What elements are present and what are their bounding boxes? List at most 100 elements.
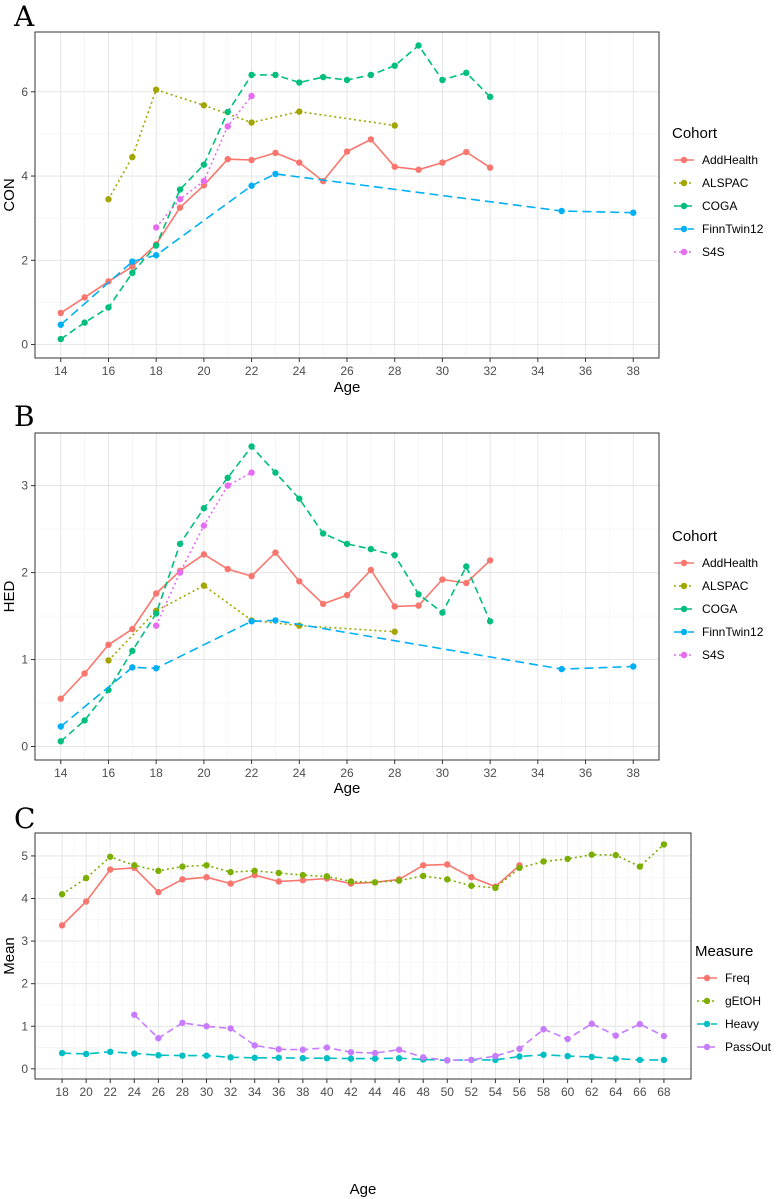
series-passout: [131, 1011, 668, 1064]
x-tick-label: 30: [436, 364, 450, 378]
series-group: [57, 42, 637, 343]
x-tick-label: 50: [441, 1085, 455, 1099]
data-point: [105, 304, 112, 311]
x-tick-label: 22: [245, 364, 259, 378]
data-point: [179, 1052, 186, 1059]
data-point: [81, 670, 88, 677]
data-point: [486, 93, 494, 101]
data-point: [299, 1046, 307, 1053]
data-point: [558, 207, 565, 215]
data-point: [391, 122, 398, 129]
data-point: [296, 159, 303, 166]
legend-title: Measure: [695, 943, 753, 960]
data-point: [200, 505, 208, 512]
x-tick-label: 24: [293, 364, 307, 378]
data-point: [299, 1054, 307, 1062]
data-point: [155, 867, 162, 875]
x-tick-label: 14: [54, 766, 68, 780]
data-point: [152, 242, 160, 249]
data-point: [371, 1055, 379, 1062]
data-point: [200, 177, 208, 185]
data-point: [152, 665, 160, 672]
x-tick-label: 32: [224, 1085, 238, 1099]
data-point: [105, 196, 112, 203]
data-point: [176, 186, 184, 193]
data-point: [323, 1044, 331, 1051]
data-point: [152, 590, 160, 597]
legend-item-s4s: S4S: [674, 648, 725, 662]
data-point: [564, 1052, 571, 1060]
series-alspac: [105, 86, 398, 203]
data-point: [131, 862, 138, 869]
data-point: [296, 108, 303, 115]
y-tick-label: 0: [21, 740, 28, 754]
data-point: [296, 79, 303, 86]
legend-item-addhealth: AddHealth: [674, 556, 758, 570]
x-tick-label: 16: [102, 766, 116, 780]
legend-label: AddHealth: [702, 556, 758, 570]
data-point: [224, 123, 231, 130]
grid: [35, 833, 691, 1079]
legend: Cohort AddHealth ALSPAC COGA FinnTwin12 S4S: [672, 528, 764, 662]
data-point: [82, 898, 90, 905]
data-point: [588, 851, 595, 858]
panel-letter: A: [13, 0, 35, 33]
data-point: [272, 170, 279, 178]
data-point: [82, 874, 90, 882]
x-axis-title: Age: [334, 780, 361, 797]
plot-border: [34, 832, 692, 1080]
x-tick-label: 14: [54, 364, 68, 378]
x-tick-label: 32: [483, 766, 497, 780]
data-point: [660, 841, 668, 848]
legend-key-point: [703, 974, 711, 982]
x-tick-label: 30: [436, 766, 450, 780]
legend-key-point: [680, 202, 688, 210]
grid: [35, 433, 659, 760]
data-point: [347, 1055, 355, 1062]
data-point: [323, 873, 331, 880]
legend-item-alspac: ALSPAC: [674, 176, 749, 190]
series-s4s: [152, 469, 255, 629]
legend-item-coga: COGA: [674, 602, 737, 616]
data-point: [516, 1053, 523, 1060]
legend-key-point: [680, 605, 688, 613]
data-point: [272, 469, 279, 476]
data-point: [612, 851, 619, 859]
data-point: [630, 209, 637, 216]
data-point: [224, 482, 231, 489]
data-point: [343, 540, 351, 548]
data-point: [492, 1052, 499, 1060]
data-point: [419, 862, 427, 869]
data-point: [58, 1049, 66, 1057]
y-tick-label: 4: [21, 892, 28, 906]
data-point: [248, 119, 255, 126]
legend-key-point: [680, 628, 688, 636]
data-point: [272, 71, 279, 79]
data-point: [444, 1057, 451, 1064]
data-point: [367, 545, 375, 553]
x-axis-title: Age: [350, 1181, 377, 1198]
axis-ticks: 18 20 22 24 26 28 30 32 34 36 38 40 42 44 46 48 50 52 54 56…: [21, 849, 671, 1099]
data-point: [179, 1019, 186, 1027]
data-point: [463, 148, 470, 156]
data-point: [129, 647, 136, 655]
y-tick-label: 3: [21, 479, 28, 493]
x-tick-label: 40: [320, 1085, 334, 1099]
data-point: [200, 582, 208, 589]
data-point: [107, 1048, 114, 1056]
series-group: [58, 841, 668, 1064]
data-point: [630, 663, 637, 670]
data-point: [176, 196, 184, 203]
x-tick-label: 66: [633, 1085, 647, 1099]
legend-title: Cohort: [672, 528, 718, 545]
data-point: [176, 569, 184, 576]
data-point: [200, 161, 208, 168]
series-finntwin12: [57, 170, 637, 328]
data-point: [415, 591, 422, 598]
data-point: [251, 1042, 258, 1049]
data-point: [200, 522, 208, 529]
data-point: [251, 1054, 258, 1061]
data-point: [203, 862, 210, 869]
data-point: [155, 1052, 162, 1059]
data-point: [486, 557, 494, 564]
